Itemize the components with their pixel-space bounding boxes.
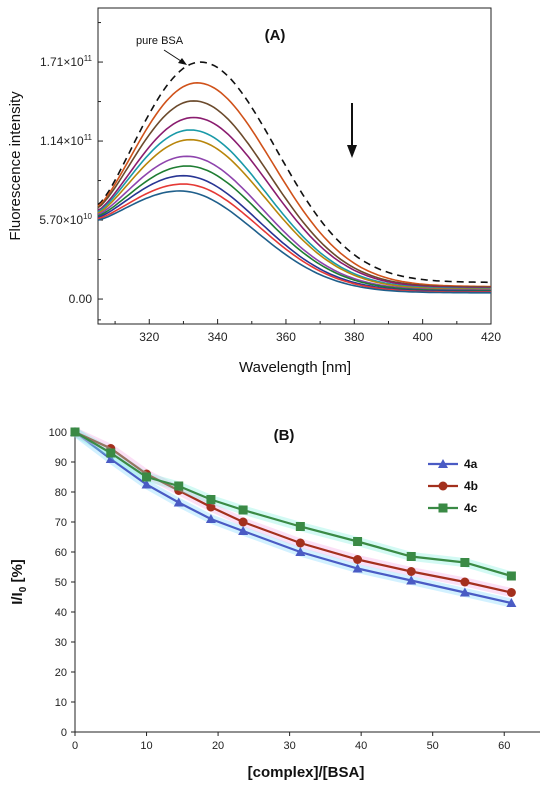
series-4c-point [506,571,516,581]
series-4c-point [406,552,416,561]
series-4a-point [352,563,363,573]
series-4a-point [141,479,152,489]
a-xtick-label: 420 [481,330,501,344]
quenched-curve-10 [97,190,491,294]
series-4b-point [353,555,363,564]
series-4a-point [506,598,517,607]
panel-a-annotation: pure BSA [136,35,184,47]
quenched-curve-5 [97,138,491,291]
b-ytick-label: 90 [55,457,67,469]
a-xtick-label: 380 [344,330,364,344]
legend-4b-marker [438,481,448,491]
b-xtick-label: 20 [212,740,224,752]
quenched-curve-8 [97,174,491,293]
series-4a-point [295,547,306,556]
series-4a-point [205,514,216,523]
series-4b-point [238,517,248,527]
b-ytick-label: 60 [55,547,67,559]
b-ytick-label: 10 [55,697,67,709]
a-ytick-label: 1.14×1011 [40,133,93,148]
b-xtick-label: 30 [283,740,295,752]
quenched-curve-6 [97,155,491,291]
a-xtick-label: 320 [139,330,159,344]
a-ytick-label: 5.70×1010 [39,212,92,227]
series-4b-point [295,538,305,548]
series-4b-point [406,567,416,576]
a-ytick-label: 0.00 [69,292,93,306]
b-xtick-label: 50 [427,740,439,752]
panel-a-frame [97,7,492,325]
annotation-arrowhead [178,58,187,65]
b-ytick-label: 50 [55,577,67,589]
b-ytick-label: 30 [55,637,67,649]
b-xtick-label: 60 [498,740,510,752]
b-ytick-label: 40 [55,607,67,619]
quenched-curve-7 [97,165,491,292]
legend-4c-label: 4c [464,501,478,515]
legend-4c-marker [438,503,448,513]
panel-a-title: (A) [265,27,286,44]
a-xtick-label: 400 [413,330,433,344]
series-4b-point [206,502,216,512]
decrease-arrow-head [347,145,357,158]
quenched-curve-9 [97,183,491,293]
quenched-curve-2 [97,100,491,288]
a-xtick-label: 360 [276,330,296,344]
legend-4b-label: 4b [464,479,478,493]
series-4a-point [238,526,249,535]
series-4c-point [460,558,470,567]
series-4c-point [142,472,152,482]
a-xtick-label: 340 [208,330,228,344]
b-xtick-label: 40 [355,740,367,752]
series-4a-point [406,575,417,585]
series-4c-point [353,537,363,546]
panel-a-xlabel: Wavelength [nm] [239,359,351,376]
b-ytick-label: 20 [55,667,67,679]
series-4a-point [173,497,184,507]
panel-b-legend: 4a 4b 4c [428,457,478,515]
panel-b-xlabel: [complex]/[BSA] [248,764,365,781]
legend-4a-marker [438,459,448,468]
b-ytick-label: 100 [49,427,67,439]
svg-text:I/I0 [%]: I/I0 [%] [9,559,29,605]
b-xtick-label: 0 [72,740,78,752]
panel-b-ylabel: I/I0 [%] [9,559,29,605]
quenched-curve-1 [97,81,491,288]
panel-a: 320 340 360 380 400 420 0.00 5.70×1010 1.14×1011… [7,7,501,376]
b-ytick-label: 80 [55,487,67,499]
series-4c-point [295,522,305,531]
panel-b: 0 10 20 30 40 50 60 0 10 20 30 40 50 60 70 80 90 100 4a 4b… [9,427,540,781]
series-4c-point [70,427,80,437]
series-4c-point [238,505,248,515]
b-ytick-label: 0 [61,727,67,739]
series-4a-point [105,454,116,463]
series-4c-point [106,448,116,458]
series-4c-point [174,481,184,491]
panel-a-ticks: 320 340 360 380 400 420 0.00 5.70×1010 1.14×1011… [39,22,501,344]
quenched-curve-3 [97,116,491,289]
series-4c-point [206,495,216,504]
panel-a-ylabel: Fluorescence intensity [7,91,24,241]
series-4b-point [506,588,516,597]
a-ytick-label: 1.71×1011 [40,54,93,69]
pure-bsa-curve [97,61,491,284]
b-ytick-label: 70 [55,517,67,529]
b-xtick-label: 10 [140,740,152,752]
panel-b-title: (B) [274,427,295,444]
legend-4a-label: 4a [464,457,478,471]
panel-b-series [70,427,517,608]
series-4a-point [459,587,470,597]
panel-a-curves [97,61,491,294]
series-4b-point [460,577,470,587]
